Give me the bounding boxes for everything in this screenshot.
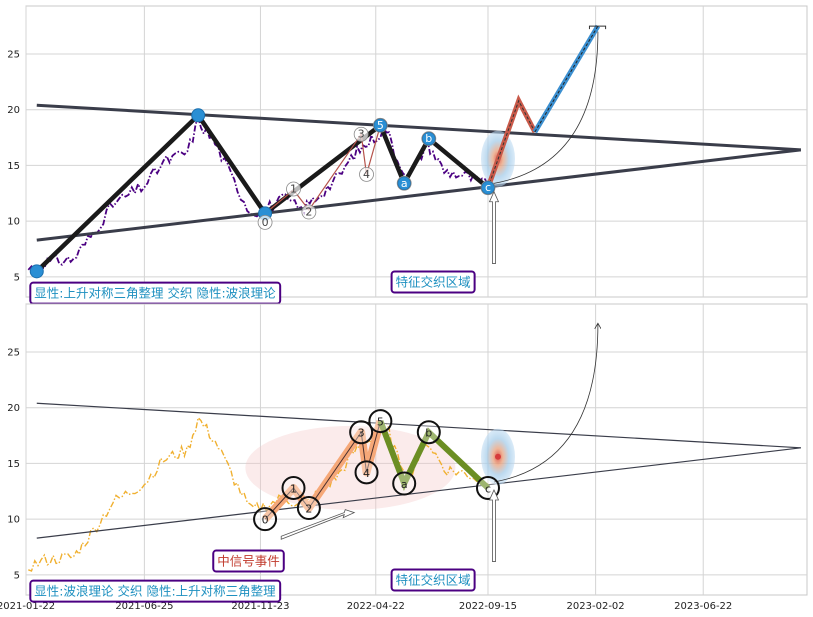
wave-marker-dot: [397, 176, 412, 191]
wave-label-0: 0: [262, 216, 269, 229]
y-tick-label: 5: [14, 272, 20, 283]
annotation-text: 显性:波浪理论 交织 隐性:上升对称三角整理: [34, 584, 276, 599]
annotation-text: 特征交织区域: [396, 275, 471, 290]
wave-label-circle: [301, 204, 317, 220]
triangle-upper-line: [36, 402, 801, 449]
wave-marker-dot: [191, 108, 206, 123]
y-tick-label: 5: [14, 570, 20, 581]
wave-label-circle: [359, 166, 374, 182]
hotspot-dot: [494, 453, 501, 460]
x-tick-label: 2023-02-02: [567, 601, 625, 612]
wave-label-circle: [257, 214, 273, 230]
wave-label-circle: [349, 420, 374, 445]
wave-label-5: 5: [377, 416, 384, 429]
x-tick-label: 2023-06-22: [674, 601, 732, 612]
triangle-upper-line: [36, 103, 801, 152]
wave-label-circle: [286, 181, 301, 197]
price-series-line: [28, 416, 489, 572]
wave-label-3: 3: [358, 427, 365, 440]
wave-label-1: 1: [290, 182, 297, 195]
plot-area: [25, 5, 808, 298]
wave-label-circle: [421, 131, 437, 147]
wave-label-5: 5: [377, 119, 384, 132]
forecast-zigzag-center: [487, 99, 536, 188]
wave-label-circle: [354, 460, 379, 485]
hotspot-pointer-arrow: [488, 488, 500, 562]
x-tick-label: 2021-01-22: [0, 601, 55, 612]
wave-label-1: 1: [290, 482, 297, 495]
wave-label-b: b: [425, 427, 432, 440]
projection-arrow: [493, 324, 598, 483]
wave-label-b: b: [425, 132, 432, 145]
wave-label-circle: [281, 475, 306, 500]
x-tick-label: 2022-04-22: [347, 601, 405, 612]
annotation-text: 特征交织区域: [396, 573, 471, 588]
wave-label-circle: [392, 471, 417, 496]
top-panel: 5 10 15 20 25 0 12 3 4 5 a b c 显性:上升对称三角整理 交织 隐性:波浪理论…: [7, 5, 808, 305]
wave-label-circle: [396, 175, 412, 191]
y-tick-label: 25: [7, 347, 20, 358]
annotation-box: [390, 270, 476, 294]
wave-marker-dot: [421, 131, 436, 146]
y-tick-label: 20: [7, 403, 20, 414]
wave-marker-dot: [373, 118, 388, 133]
x-tick-label: 2021-06-25: [115, 601, 173, 612]
y-tick-label: 20: [7, 105, 20, 116]
wave-label-c: c: [485, 181, 491, 194]
x-tick-label: 2022-09-15: [459, 601, 517, 612]
impulse-wave-line: [264, 420, 381, 520]
wave-label-circle: [368, 409, 393, 434]
annotation-text: 显性:上升对称三角整理 交织 隐性:波浪理论: [34, 286, 276, 301]
wave-marker-dot: [480, 180, 495, 195]
wave-label-circle: [416, 420, 441, 445]
forecast-blue-center: [534, 25, 599, 133]
annotation-box: [212, 549, 285, 573]
annotation-box: [390, 568, 476, 592]
y-tick-label: 10: [7, 217, 20, 228]
wave-label-2: 2: [305, 503, 312, 516]
y-tick-label: 25: [7, 49, 20, 60]
wave-label-circle: [480, 180, 496, 196]
wave-label-a: a: [401, 177, 408, 190]
annotation-box: [29, 579, 282, 603]
wave-label-circle: [353, 126, 369, 142]
wave-label-0: 0: [262, 514, 269, 527]
corrective-wave-line: [377, 420, 491, 492]
x-tick-label: 2021-11-23: [231, 601, 289, 612]
wave-label-circle: [372, 117, 388, 133]
wave-label-3: 3: [358, 128, 365, 141]
annotation-text: 中信号事件: [217, 554, 280, 569]
y-tick-label: 15: [7, 459, 20, 470]
wave-label-4: 4: [363, 467, 370, 480]
triangle-lower-line: [36, 447, 801, 539]
hotspot-pointer-arrow: [488, 190, 500, 264]
wave-label-a: a: [401, 478, 408, 491]
wave-label-circle: [253, 507, 278, 532]
y-tick-label: 10: [7, 515, 20, 526]
wave-marker-dot: [29, 264, 44, 279]
projection-arrow: [491, 31, 599, 185]
wave-label-circle: [296, 496, 321, 521]
wave-label-2: 2: [305, 206, 312, 219]
wave-label-c: c: [485, 482, 491, 495]
forecast-cap: [588, 25, 607, 30]
y-tick-label: 15: [7, 161, 20, 172]
triangle-lower-line: [36, 148, 802, 242]
signal-arrow: [280, 509, 356, 540]
wave-label-4: 4: [363, 168, 370, 181]
